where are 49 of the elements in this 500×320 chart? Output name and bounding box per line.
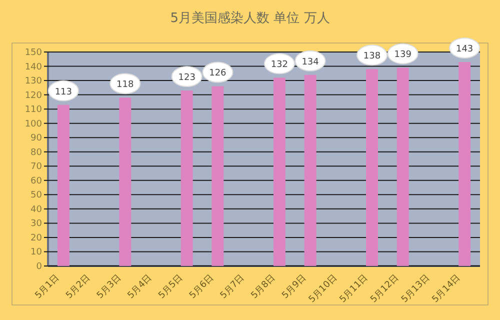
- x-tick-label: 5月11日: [338, 273, 370, 306]
- y-tick-label: 50: [30, 190, 42, 201]
- data-label: 138: [363, 52, 381, 62]
- bar: [119, 98, 132, 266]
- data-label: 132: [270, 60, 288, 70]
- x-tick-label: 5月7日: [218, 273, 247, 301]
- y-tick-label: 10: [30, 248, 42, 258]
- data-label: 134: [302, 57, 320, 68]
- y-tick-label: 40: [30, 204, 42, 215]
- x-tick-label: 5月14日: [430, 273, 463, 306]
- bar: [212, 86, 224, 266]
- y-tick-label: 0: [36, 262, 42, 272]
- x-tick-label: 5月9日: [280, 273, 308, 301]
- y-tick-label: 70: [30, 162, 42, 172]
- data-label: 143: [456, 44, 474, 54]
- data-label: 118: [116, 80, 134, 90]
- x-tick-label: 5月1日: [34, 273, 62, 301]
- bar: [396, 68, 409, 266]
- y-tick-label: 140: [24, 62, 42, 72]
- data-label: 113: [54, 87, 72, 98]
- chart-title: 5月美国感染人数 单位 万人: [170, 10, 330, 26]
- x-tick-label: 5月3日: [95, 273, 124, 301]
- y-tick-label: 20: [30, 233, 42, 244]
- x-tick-label: 5月5日: [157, 273, 185, 301]
- x-tick-label: 5月10日: [307, 273, 340, 306]
- x-tick-label: 5月8日: [250, 273, 278, 301]
- x-tick-label: 5月6日: [188, 273, 216, 301]
- x-tick-label: 5月13日: [400, 273, 432, 306]
- bar: [458, 62, 471, 266]
- bar: [304, 74, 316, 266]
- data-label: 123: [178, 73, 196, 84]
- x-tick-label: 5月12日: [369, 273, 401, 306]
- data-label: 126: [209, 68, 227, 79]
- y-tick-label: 150: [24, 48, 42, 58]
- y-tick-label: 30: [30, 219, 42, 230]
- y-tick-label: 130: [24, 76, 42, 87]
- y-tick-label: 60: [30, 176, 42, 186]
- y-tick-label: 120: [24, 90, 42, 101]
- bar: [366, 69, 378, 266]
- y-tick-label: 100: [24, 119, 42, 130]
- data-label: 139: [394, 50, 412, 60]
- bar: [180, 90, 193, 266]
- y-tick-label: 80: [30, 148, 42, 158]
- y-tick-label: 90: [30, 134, 42, 144]
- bar: [57, 104, 70, 266]
- x-tick-label: 5月4日: [126, 273, 154, 301]
- x-tick-label: 5月2日: [64, 273, 92, 301]
- bar: [273, 78, 286, 266]
- y-tick-label: 110: [24, 105, 42, 116]
